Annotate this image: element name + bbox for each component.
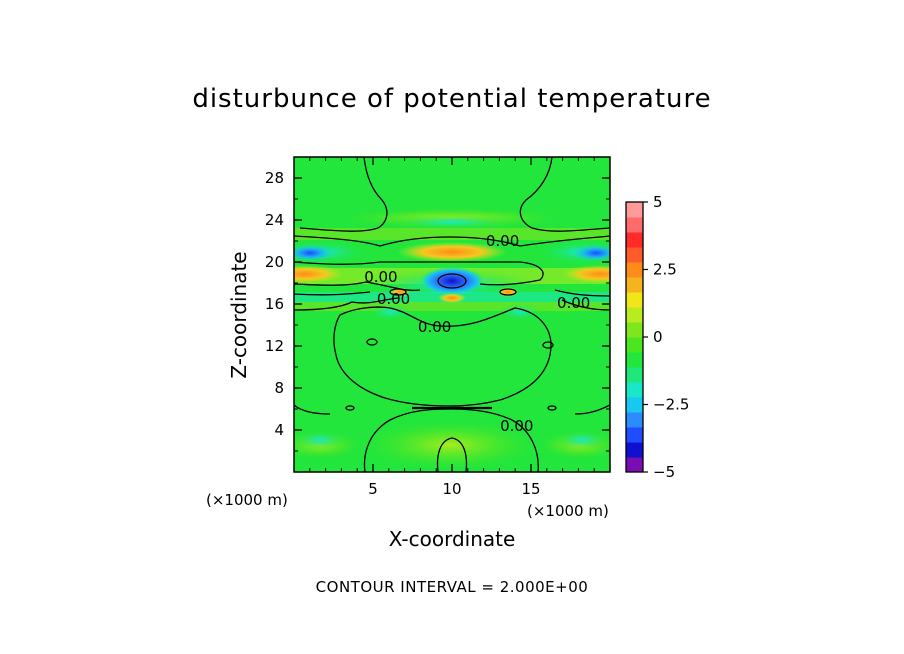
contour-band-5	[294, 297, 399, 311]
colorbar-swatch	[626, 427, 643, 443]
colorbar-swatch	[626, 277, 643, 293]
contour-interval-text: CONTOUR INTERVAL = 2.000E+00	[315, 578, 589, 596]
colorbar-swatch	[626, 337, 643, 353]
colorbar-swatch	[626, 292, 643, 308]
colorbar-tick-label: 2.5	[653, 261, 677, 279]
colorbar-swatch	[626, 382, 643, 398]
contour-label-layer: 0.00 0.00 0.00 0.00 0.00 0.00	[364, 232, 590, 435]
field-yellowgreen-band-top	[294, 228, 610, 240]
colorbar-swatch	[626, 202, 643, 218]
colorbar-tick-label: −2.5	[653, 396, 689, 414]
field-orange-small-center	[438, 293, 466, 303]
field-cyan-right-low	[556, 430, 608, 450]
x-unit-label-right: (×1000 m)	[527, 502, 609, 520]
x-tick-label: 15	[521, 480, 540, 498]
contour-band-7	[554, 289, 610, 297]
field-yellowgreen-band-low	[294, 302, 610, 311]
contour-bottom-left	[294, 404, 331, 415]
colorbar-swatch	[626, 457, 643, 473]
colorbar-swatch	[626, 442, 643, 458]
x-axis-label: X-coordinate	[388, 527, 516, 551]
chart-title: disturbunce of potential temperature	[192, 84, 712, 114]
field-lightgreen-bottom	[365, 421, 535, 469]
y-axis-label: Z-coordinate	[227, 251, 251, 379]
contour-bump	[436, 437, 468, 472]
contour-small-left	[366, 338, 378, 346]
contour-small-left2	[345, 405, 355, 411]
y-tick-label: 12	[265, 337, 284, 355]
field-blue-left	[294, 244, 336, 262]
y-tick-label: 28	[265, 169, 284, 187]
contour-center-blue	[437, 273, 467, 289]
colorbar-swatch	[626, 397, 643, 413]
x-unit-label-left: (×1000 m)	[206, 491, 288, 509]
colorbar-swatch	[626, 232, 643, 248]
y-tick-label: 16	[265, 295, 284, 313]
contour-body	[333, 306, 552, 407]
contour-small-right3	[499, 288, 517, 296]
y-tick-label: 8	[274, 379, 284, 397]
field-cyan-left-low	[294, 430, 346, 450]
colorbar-tick-label: −5	[653, 463, 675, 481]
contour-band-4	[294, 291, 371, 296]
contour-small-right2	[547, 405, 557, 411]
contour-bottom-right	[574, 404, 610, 415]
contour-band-6	[561, 299, 610, 311]
contour-small-left3	[389, 288, 407, 296]
contour-top-right	[519, 157, 610, 232]
field-cyan-low-right	[498, 303, 542, 321]
contour-band-1	[294, 235, 610, 247]
contour-label: 0.00	[377, 290, 410, 308]
colorbar-swatch	[626, 412, 643, 428]
y-tick-label: 24	[265, 211, 284, 229]
contour-label: 0.00	[486, 232, 519, 250]
contour-top-left	[299, 157, 388, 232]
contour-label: 0.00	[418, 318, 451, 336]
colorbar-tick-label: 5	[653, 193, 663, 211]
y-tick-label: 20	[265, 253, 284, 271]
colorbar-swatch	[626, 367, 643, 383]
colorbar: 5 2.5 0 −2.5 −5	[625, 193, 689, 481]
field-blue-right	[570, 244, 610, 262]
colorbar-swatch	[626, 262, 643, 278]
y-tick-label: 4	[274, 421, 284, 439]
x-tick-label: 10	[442, 480, 461, 498]
field-cyan-upper	[392, 215, 512, 229]
colorbar-swatch	[626, 322, 643, 338]
contour-label: 0.00	[557, 294, 590, 312]
axis-ticks: 4 8 12 16 20 24 28 5 10 15	[265, 157, 610, 498]
contour-field: 0.00 0.00 0.00 0.00 0.00 0.00	[294, 157, 610, 472]
colorbar-swatch	[626, 217, 643, 233]
colorbar-tick-label: 0	[653, 328, 663, 346]
field-orange-right	[562, 265, 610, 283]
colorbar-swatch	[626, 352, 643, 368]
contour-band-2	[294, 261, 544, 286]
x-tick-label: 5	[368, 480, 378, 498]
contour-lines	[294, 157, 610, 472]
contour-label: 0.00	[364, 268, 397, 286]
field-blue-center	[420, 267, 484, 295]
contour-small-right	[542, 341, 554, 349]
contour-band-3	[294, 281, 421, 292]
field-orange-left	[294, 265, 343, 283]
field-orange-top	[397, 242, 507, 262]
contour-label: 0.00	[500, 417, 533, 435]
colorbar-swatch	[626, 307, 643, 323]
colorbar-swatch	[626, 247, 643, 263]
